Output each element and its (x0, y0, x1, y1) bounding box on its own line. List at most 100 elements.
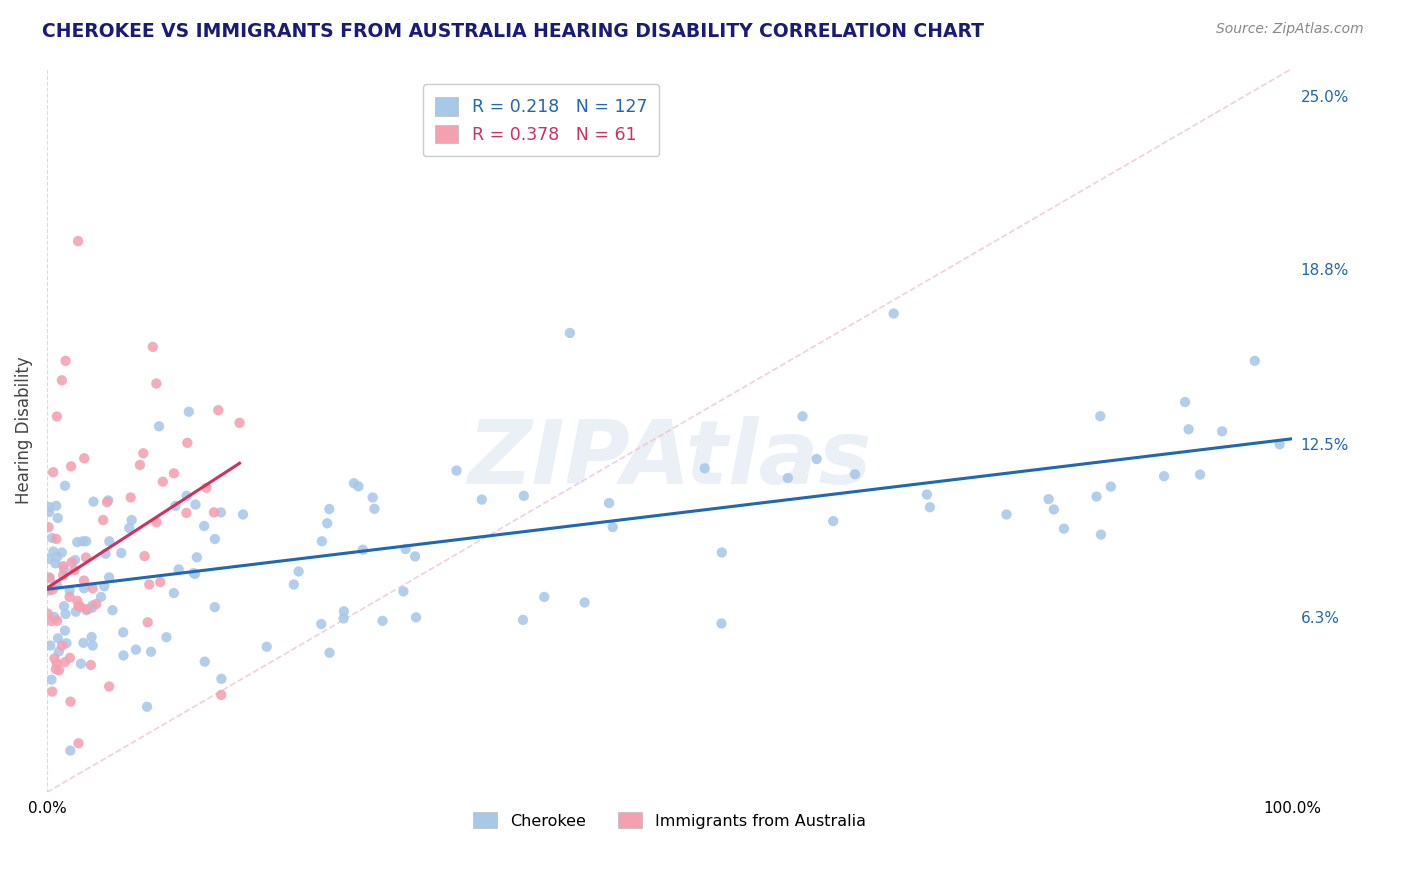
Point (75, 603, 97, 617)
Point (209, 688, 232, 702)
Point (333, 604, 356, 618)
Point (60, 555, 83, 569)
Point (446, 464, 468, 478)
Point (80, 630, 103, 644)
Point (602, 520, 624, 534)
Point (67, 736, 90, 750)
Point (1099, 480, 1122, 494)
Point (82, 600, 104, 615)
Point (55, 636, 77, 650)
Point (39, 614, 62, 628)
Point (41, 684, 63, 698)
Point (183, 566, 205, 580)
Point (1090, 527, 1112, 541)
Point (121, 513, 143, 527)
Point (392, 584, 415, 599)
Point (75, 534, 97, 549)
Point (72, 534, 94, 549)
Point (51, 373, 73, 387)
Point (97, 493, 120, 508)
Point (193, 519, 215, 533)
Point (72, 636, 94, 650)
Point (471, 492, 494, 507)
Point (311, 534, 333, 549)
Point (112, 625, 135, 640)
Point (844, 467, 866, 482)
Point (59, 650, 82, 665)
Point (44, 610, 66, 624)
Point (361, 491, 384, 505)
Point (45, 662, 67, 676)
Point (184, 498, 207, 512)
Point (82, 582, 104, 596)
Point (136, 699, 159, 714)
Point (176, 506, 198, 520)
Point (202, 505, 225, 519)
Point (59, 743, 82, 757)
Point (91, 513, 114, 527)
Point (152, 475, 174, 489)
Point (918, 500, 941, 515)
Point (42, 582, 65, 597)
Point (256, 640, 278, 654)
Point (287, 565, 309, 579)
Point (883, 306, 905, 320)
Point (38, 505, 60, 519)
Point (228, 416, 250, 430)
Point (38, 520, 60, 534)
Point (44, 557, 66, 571)
Point (194, 655, 217, 669)
Point (63, 553, 86, 567)
Point (94, 547, 117, 561)
Point (39, 639, 62, 653)
Point (165, 499, 187, 513)
Point (45, 657, 67, 671)
Point (204, 532, 226, 546)
Point (52, 559, 75, 574)
Point (59, 583, 82, 598)
Point (823, 514, 845, 528)
Point (66, 593, 89, 607)
Point (41, 531, 63, 545)
Point (38, 571, 60, 585)
Point (53, 479, 76, 493)
Point (98, 534, 121, 549)
Point (371, 614, 394, 628)
Point (1043, 502, 1066, 516)
Point (46, 614, 69, 628)
Point (66, 535, 89, 549)
Point (53, 562, 76, 576)
Point (207, 403, 229, 417)
Point (394, 541, 416, 556)
Point (63, 563, 86, 577)
Point (38, 583, 60, 598)
Point (232, 508, 254, 522)
Point (513, 489, 536, 503)
Point (710, 545, 733, 559)
Point (51, 545, 73, 559)
Point (48, 644, 70, 658)
Point (693, 461, 716, 475)
Point (112, 648, 135, 663)
Point (574, 595, 596, 609)
Point (209, 672, 232, 686)
Point (53, 599, 76, 614)
Point (142, 340, 165, 354)
Point (120, 491, 142, 505)
Point (38, 570, 60, 584)
Point (139, 645, 162, 659)
Point (76, 602, 98, 616)
Point (177, 405, 200, 419)
Point (167, 562, 190, 576)
Point (186, 550, 208, 565)
Point (352, 542, 374, 557)
Point (149, 575, 172, 590)
Point (110, 546, 132, 560)
Point (48, 663, 70, 677)
Point (332, 611, 354, 625)
Point (710, 616, 733, 631)
Point (347, 479, 370, 493)
Point (1177, 422, 1199, 436)
Point (512, 613, 534, 627)
Point (132, 446, 155, 460)
